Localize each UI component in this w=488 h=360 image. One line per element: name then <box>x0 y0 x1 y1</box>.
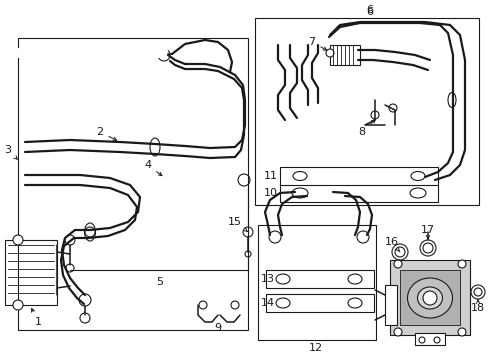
Circle shape <box>393 328 401 336</box>
Bar <box>280 184 437 202</box>
Ellipse shape <box>84 223 95 241</box>
Bar <box>254 18 478 205</box>
Circle shape <box>79 294 91 306</box>
Text: 10: 10 <box>264 188 278 198</box>
Circle shape <box>238 174 249 186</box>
Text: 7: 7 <box>308 37 326 50</box>
Circle shape <box>66 264 74 272</box>
Bar <box>265 270 373 288</box>
Circle shape <box>418 337 424 343</box>
Text: 6: 6 <box>366 5 373 15</box>
Text: 2: 2 <box>96 127 116 140</box>
Text: 11: 11 <box>264 171 278 181</box>
Circle shape <box>85 227 95 237</box>
Bar <box>265 294 373 312</box>
Circle shape <box>457 328 465 336</box>
Bar <box>5 240 57 305</box>
Ellipse shape <box>447 93 455 108</box>
Circle shape <box>393 260 401 268</box>
Ellipse shape <box>410 171 424 180</box>
Ellipse shape <box>275 274 289 284</box>
Circle shape <box>65 235 75 245</box>
Ellipse shape <box>291 188 307 198</box>
Circle shape <box>243 227 252 237</box>
Text: 18: 18 <box>470 300 484 313</box>
Circle shape <box>422 291 436 305</box>
Circle shape <box>473 288 481 296</box>
Bar <box>389 260 469 335</box>
Circle shape <box>199 301 206 309</box>
Circle shape <box>244 251 250 257</box>
Circle shape <box>457 260 465 268</box>
Circle shape <box>325 49 333 57</box>
Text: 1: 1 <box>32 309 41 327</box>
Bar <box>399 270 459 325</box>
Text: 15: 15 <box>227 217 247 231</box>
Circle shape <box>13 235 23 245</box>
Text: 5: 5 <box>156 277 163 287</box>
Circle shape <box>388 104 396 112</box>
Ellipse shape <box>292 171 306 180</box>
Text: 14: 14 <box>261 298 274 308</box>
Ellipse shape <box>275 298 289 308</box>
Text: 6: 6 <box>366 7 373 17</box>
Ellipse shape <box>347 274 361 284</box>
Ellipse shape <box>347 298 361 308</box>
Circle shape <box>158 49 170 61</box>
Circle shape <box>230 301 239 309</box>
Text: 13: 13 <box>261 274 274 284</box>
Circle shape <box>356 231 368 243</box>
Circle shape <box>422 243 432 253</box>
Text: 8: 8 <box>358 120 374 137</box>
Bar <box>384 285 396 325</box>
Text: 9: 9 <box>214 323 221 333</box>
Bar <box>258 225 375 340</box>
Circle shape <box>433 337 439 343</box>
Text: 4: 4 <box>144 160 162 176</box>
Bar <box>18 38 247 330</box>
Text: 12: 12 <box>308 343 323 353</box>
Ellipse shape <box>150 138 160 156</box>
Text: 3: 3 <box>4 145 17 159</box>
Circle shape <box>80 313 90 323</box>
Bar <box>414 333 444 345</box>
Circle shape <box>13 300 23 310</box>
Bar <box>329 45 359 65</box>
Ellipse shape <box>417 287 442 309</box>
Ellipse shape <box>409 188 425 198</box>
Circle shape <box>394 247 404 257</box>
Ellipse shape <box>407 278 451 318</box>
Circle shape <box>370 111 378 119</box>
Bar <box>280 167 437 185</box>
Circle shape <box>268 231 281 243</box>
Text: 17: 17 <box>420 225 434 239</box>
Text: 16: 16 <box>384 237 399 252</box>
